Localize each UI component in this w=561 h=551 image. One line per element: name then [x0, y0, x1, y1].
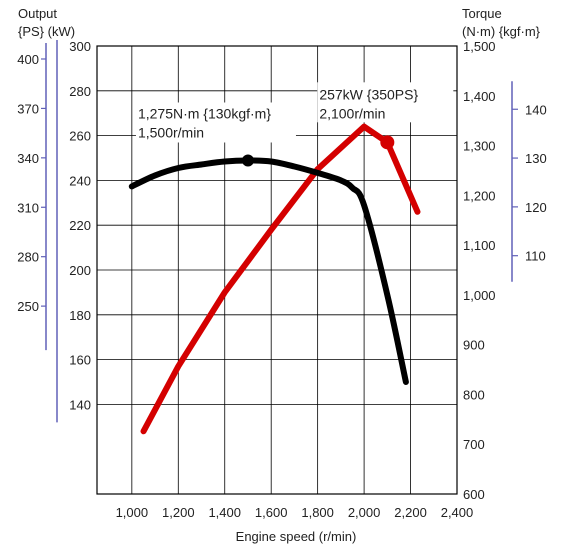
x-tick-label: 1,600: [255, 505, 288, 520]
torque-nm-tick-label: 1,300: [463, 139, 496, 154]
output-curve: [140, 123, 421, 435]
torque_peak-marker: [241, 154, 254, 167]
torque-nm-tick-label: 600: [463, 487, 485, 502]
torque-nm-tick-label: 1,000: [463, 288, 496, 303]
output-ps-tick-label: 280: [17, 250, 39, 265]
output-kw-tick-label: 260: [69, 129, 91, 144]
output-axis-title-line1: Output: [18, 6, 57, 21]
x-axis-title: Engine speed (r/min): [236, 529, 357, 544]
x-tick-label: 1,400: [208, 505, 241, 520]
torque-nm-tick-label: 900: [463, 338, 485, 353]
output-kw-tick-label: 200: [69, 263, 91, 278]
output_peak-marker: [380, 135, 395, 150]
output_peak-label-line1: 257kW {350PS}: [319, 86, 418, 102]
output-kw-tick-label: 300: [69, 39, 91, 54]
x-tick-label: 1,000: [116, 505, 149, 520]
torque-nm-tick-label: 800: [463, 387, 485, 402]
torque-nm-tick-label: 1,500: [463, 39, 496, 54]
output-ps-tick-label: 250: [17, 299, 39, 314]
output-ps-axis: 400 370 340 310 280 250: [17, 42, 47, 351]
engine-speed-axis: 1,000 1,200 1,400 1,600 1,800 2,000 2,200 2,400: [116, 505, 474, 520]
series-group: [128, 123, 421, 435]
x-tick-label: 2,200: [394, 505, 427, 520]
output-kw-axis: 300 280 260 240 220 200 180 160 140: [56, 39, 91, 423]
output-ps-tick-label: 370: [17, 101, 39, 116]
output_peak-label-line2: 2,100r/min: [319, 105, 385, 121]
x-tick-label: 1,200: [162, 505, 195, 520]
x-tick-label: 1,800: [301, 505, 334, 520]
output-kw-tick-label: 180: [69, 308, 91, 323]
torque-curve: [128, 157, 409, 385]
output-axis-title-line2: {PS} (kW): [18, 24, 75, 39]
output-kw-tick-label: 160: [69, 353, 91, 368]
output_peak-label-bg: [317, 82, 454, 123]
torque_peak-label-line2: 1,500r/min: [138, 124, 204, 140]
output-kw-tick-label: 280: [69, 84, 91, 99]
torque-nm-axis: 1,500 1,400 1,300 1,200 1,100 1,000 900 800 700 6…: [463, 39, 496, 502]
torque_peak-label-bg: [135, 102, 296, 143]
annotations-group: 1,275N·m {130kgf·m} 1,500r/min 257kW {350P…: [135, 82, 454, 167]
torque-kgf-tick-label: 120: [525, 200, 547, 215]
output-ps-tick-label: 340: [17, 151, 39, 166]
output-kw-tick-label: 220: [69, 218, 91, 233]
torque-nm-tick-label: 700: [463, 437, 485, 452]
output-ps-tick-label: 310: [17, 200, 39, 215]
torque-axis-title-line2: (N·m) {kgf·m}: [462, 24, 541, 39]
torque-kgf-tick-label: 140: [525, 102, 547, 117]
torque-kgf-tick-label: 110: [525, 249, 546, 264]
torque-kgf-axis: 140 130 120 110: [511, 81, 547, 282]
x-tick-label: 2,000: [348, 505, 381, 520]
torque-nm-tick-label: 1,100: [463, 238, 496, 253]
output-kw-tick-label: 140: [69, 397, 91, 412]
output-ps-tick-label: 400: [17, 52, 39, 67]
output-kw-tick-label: 240: [69, 173, 91, 188]
torque-kgf-tick-label: 130: [525, 151, 547, 166]
x-tick-label: 2,400: [441, 505, 474, 520]
torque_peak-label-line1: 1,275N·m {130kgf·m}: [138, 105, 271, 121]
torque-axis-title-line1: Torque: [462, 6, 502, 21]
torque-nm-tick-label: 1,200: [463, 188, 496, 203]
torque-nm-tick-label: 1,400: [463, 89, 496, 104]
